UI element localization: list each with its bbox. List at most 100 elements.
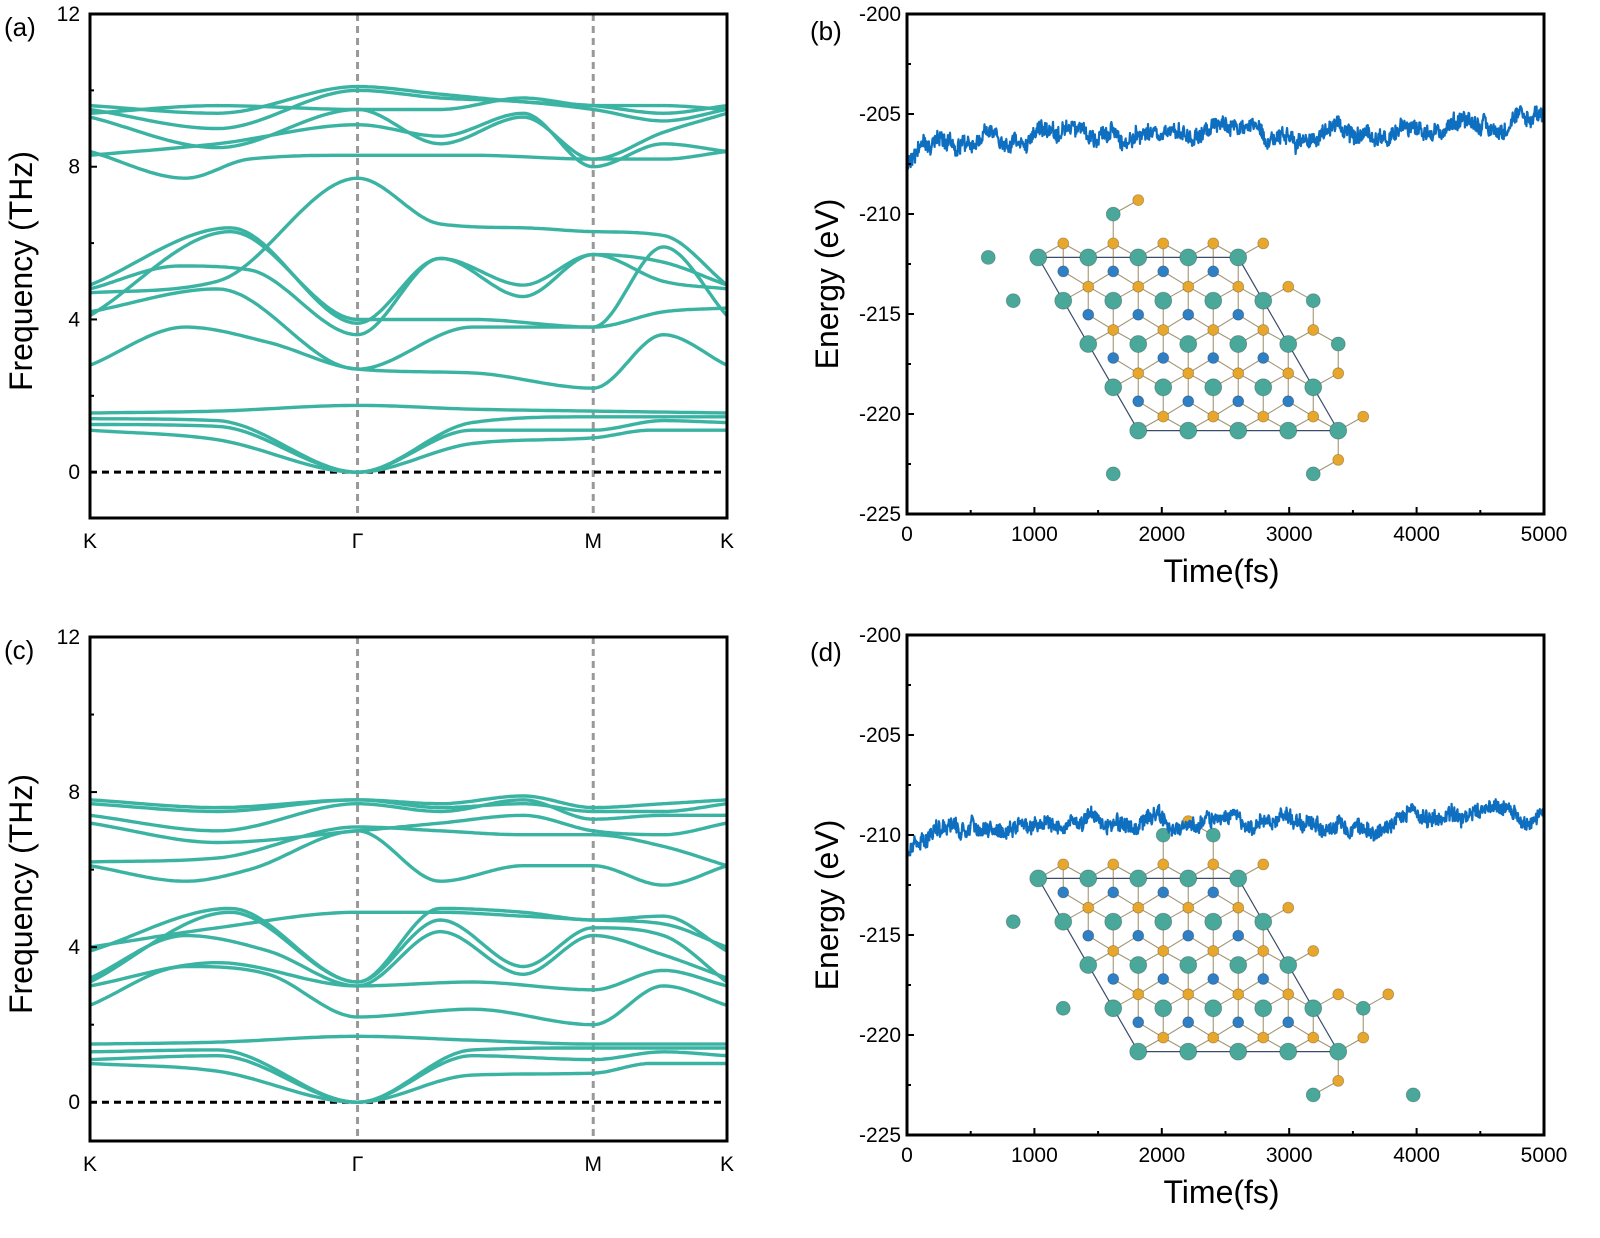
x-tick-label: 0 bbox=[901, 523, 913, 546]
teal-atom bbox=[1104, 999, 1123, 1018]
gold-atom bbox=[1257, 324, 1270, 336]
teal-atom bbox=[1229, 335, 1248, 353]
gold-atom bbox=[1132, 194, 1145, 207]
blue-atom bbox=[1132, 1016, 1145, 1029]
gold-atom bbox=[1207, 324, 1220, 336]
phonon-band bbox=[90, 287, 727, 371]
phonon-band bbox=[90, 813, 727, 845]
y-tick-label: -210 bbox=[859, 824, 901, 847]
x-tick-label: 5000 bbox=[1521, 1144, 1568, 1167]
teal-atom bbox=[1129, 335, 1148, 353]
teal-atom bbox=[1029, 869, 1048, 888]
blue-atom bbox=[1182, 1016, 1195, 1029]
gold-atom bbox=[1257, 237, 1270, 250]
gold-atom bbox=[1132, 280, 1145, 293]
x-tick-label: 2000 bbox=[1138, 1144, 1185, 1167]
teal-atom bbox=[1079, 869, 1098, 888]
gold-atom bbox=[1107, 945, 1120, 957]
y-axis-title: Frequency (THz) bbox=[3, 774, 39, 1014]
blue-atom bbox=[1082, 929, 1095, 942]
gold-atom bbox=[1082, 901, 1095, 914]
teal-atom bbox=[1204, 912, 1223, 931]
y-tick-label: -205 bbox=[859, 103, 901, 126]
teal-atom bbox=[1029, 248, 1048, 267]
blue-atom bbox=[1207, 265, 1220, 278]
gold-atom bbox=[1207, 237, 1220, 250]
gold-atom bbox=[1182, 367, 1195, 380]
teal-atom bbox=[1305, 1087, 1321, 1103]
blue-atom bbox=[1207, 352, 1220, 364]
teal-atom bbox=[1229, 1042, 1248, 1061]
blue-atom bbox=[1157, 352, 1170, 364]
phonon-band bbox=[90, 149, 727, 180]
gold-atom bbox=[1182, 988, 1195, 1001]
phonon-band bbox=[90, 418, 727, 474]
blue-atom bbox=[1157, 973, 1170, 985]
phonon-band bbox=[90, 415, 727, 474]
x-axis-title: Time(fs) bbox=[1163, 1174, 1279, 1210]
energy-trace bbox=[905, 105, 1546, 171]
phonon-band bbox=[90, 961, 727, 992]
gold-atom bbox=[1107, 237, 1120, 250]
gold-atom bbox=[1332, 367, 1345, 380]
x-tick-label: 4000 bbox=[1393, 523, 1440, 546]
teal-atom bbox=[1229, 956, 1248, 974]
gold-atom bbox=[1357, 1031, 1370, 1044]
gold-atom bbox=[1157, 1031, 1170, 1044]
teal-atom bbox=[1204, 291, 1223, 310]
y-tick-label: -225 bbox=[859, 503, 901, 526]
teal-atom bbox=[1129, 1042, 1148, 1061]
gold-atom bbox=[1082, 280, 1095, 293]
plot-frame bbox=[905, 12, 1546, 516]
teal-atom bbox=[1229, 869, 1248, 888]
phonon-band bbox=[90, 829, 727, 887]
teal-atom bbox=[1330, 336, 1346, 352]
phonon-panel-c: K Γ M K 0 4 8 12 Frequency (THz) (c) bbox=[3, 626, 734, 1176]
atomic-structure-inset bbox=[980, 194, 1370, 482]
teal-atom bbox=[1229, 248, 1248, 267]
teal-atom bbox=[1204, 999, 1223, 1018]
phonon-band bbox=[90, 1050, 727, 1104]
phonon-band bbox=[90, 1061, 727, 1104]
x-tick-label: K bbox=[83, 1153, 97, 1176]
teal-atom bbox=[1179, 248, 1198, 267]
phonon-band bbox=[90, 798, 727, 814]
blue-atom bbox=[1282, 1016, 1295, 1029]
gold-atom bbox=[1157, 858, 1170, 871]
y-tick-label: 8 bbox=[68, 156, 80, 179]
teal-atom bbox=[1229, 421, 1248, 440]
teal-atom bbox=[1104, 912, 1123, 931]
gold-atom bbox=[1307, 324, 1320, 336]
gold-atom bbox=[1232, 280, 1245, 293]
y-axis-title: Frequency (THz) bbox=[3, 151, 39, 391]
teal-atom bbox=[1054, 912, 1073, 931]
gold-atom bbox=[1207, 1031, 1220, 1044]
y-tick-label: -200 bbox=[859, 624, 901, 647]
teal-atom bbox=[1129, 421, 1148, 440]
teal-atom bbox=[1155, 827, 1171, 843]
plot-frame bbox=[88, 635, 729, 1143]
y-tick-label: 0 bbox=[68, 461, 80, 484]
x-tick-label: 2000 bbox=[1138, 523, 1185, 546]
y-tick-label: -215 bbox=[859, 303, 901, 326]
teal-atom bbox=[1279, 956, 1298, 974]
gold-atom bbox=[1107, 858, 1120, 871]
phonon-band bbox=[90, 1046, 727, 1104]
gold-atom bbox=[1057, 858, 1070, 871]
plot-frame bbox=[905, 633, 1546, 1137]
gold-atom bbox=[1132, 901, 1145, 914]
gold-atom bbox=[1257, 410, 1270, 423]
gold-atom bbox=[1382, 988, 1395, 1001]
gold-atom bbox=[1132, 367, 1145, 380]
blue-atom bbox=[1257, 973, 1270, 985]
phonon-band bbox=[90, 906, 727, 984]
y-tick-label: 8 bbox=[68, 781, 80, 804]
blue-atom bbox=[1257, 352, 1270, 364]
blue-atom bbox=[1107, 265, 1120, 278]
blue-atom bbox=[1107, 973, 1120, 985]
x-tick-label: 1000 bbox=[1011, 523, 1058, 546]
gold-atom bbox=[1282, 367, 1295, 380]
y-tick-label: 12 bbox=[57, 626, 80, 649]
blue-atom bbox=[1232, 308, 1245, 321]
y-tick-label: -220 bbox=[859, 403, 901, 426]
